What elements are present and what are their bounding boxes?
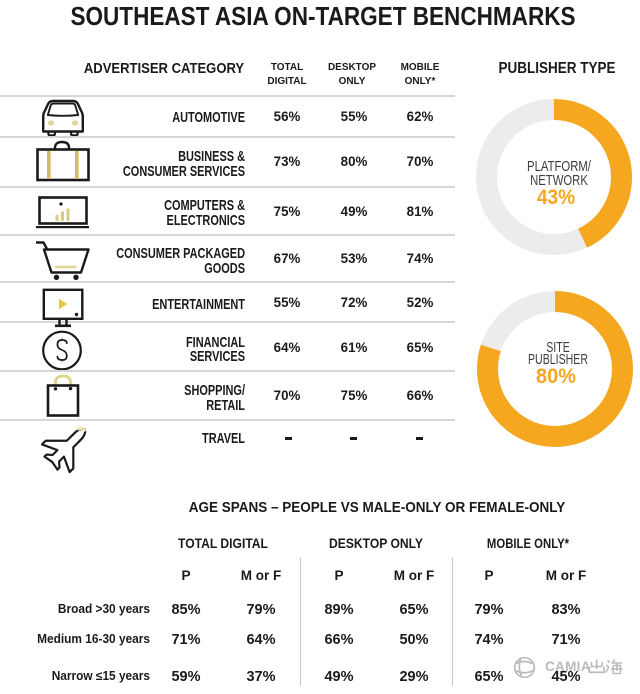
svg-text:CAMIA: CAMIA	[545, 659, 591, 674]
